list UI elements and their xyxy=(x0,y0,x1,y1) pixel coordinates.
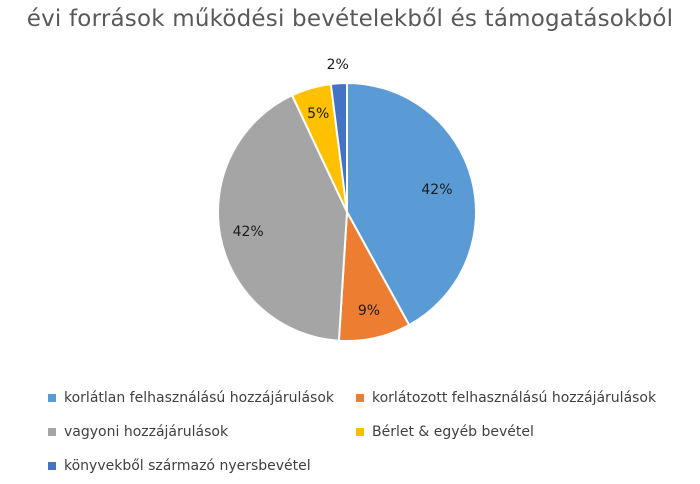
legend-swatch xyxy=(356,394,364,402)
pie-slice-property xyxy=(217,93,349,342)
legend-label: korlátlan felhasználású hozzájárulások xyxy=(64,390,334,406)
legend-label: könyvekből származó nyersbevétel xyxy=(64,458,311,474)
legend-item-property: vagyoni hozzájárulások xyxy=(48,424,228,440)
data-label-unrestricted: 42% xyxy=(421,182,452,198)
legend-swatch xyxy=(48,428,56,436)
data-label-books: 2% xyxy=(327,57,349,73)
legend-label: Bérlet & egyéb bevétel xyxy=(372,424,534,440)
legend-item-restricted: korlátozott felhasználású hozzájárulások xyxy=(356,390,656,406)
legend-item-unrestricted: korlátlan felhasználású hozzájárulások xyxy=(48,390,334,406)
legend-item-books: könyvekből származó nyersbevétel xyxy=(48,458,311,474)
legend-label: korlátozott felhasználású hozzájárulások xyxy=(372,390,657,406)
pie-slice-books xyxy=(329,81,348,213)
data-label-restricted: 9% xyxy=(358,303,380,319)
data-label-rent: 5% xyxy=(307,106,329,122)
pie-slice-unrestricted xyxy=(346,81,477,327)
legend-swatch xyxy=(356,428,364,436)
legend-item-rent: Bérlet & egyéb bevétel xyxy=(356,424,534,440)
data-label-property: 42% xyxy=(233,224,264,240)
legend-swatch xyxy=(48,394,56,402)
chart-title: évi források működési bevételekből és tá… xyxy=(26,6,674,32)
legend-swatch xyxy=(48,462,56,470)
pie-chart: 42% 9% 42% 5% 2% xyxy=(217,57,477,342)
legend-label: vagyoni hozzájárulások xyxy=(64,424,229,440)
